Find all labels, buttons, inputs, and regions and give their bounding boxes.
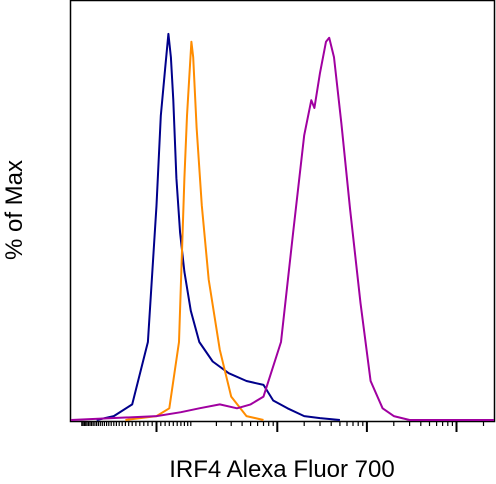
x-axis-ticks	[81, 421, 485, 432]
series-layer	[70, 32, 494, 421]
x-axis-label: IRF4 Alexa Fluor 700	[169, 456, 394, 483]
y-axis-label: % of Max	[1, 160, 28, 260]
plot-frame	[69, 0, 496, 423]
series-2-line	[125, 40, 264, 421]
series-1-line	[96, 32, 340, 421]
series-3-line	[70, 36, 494, 421]
